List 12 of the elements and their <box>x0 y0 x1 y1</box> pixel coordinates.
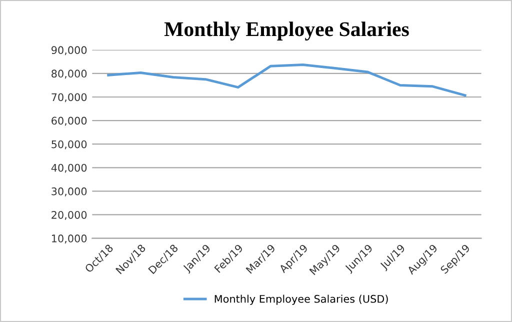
y-tick-label: 80,000 <box>52 70 87 79</box>
y-tick-label: 60,000 <box>52 116 87 126</box>
legend-label: Monthly Employee Salaries (USD) <box>214 294 388 305</box>
y-tick-label: 40,000 <box>51 164 87 173</box>
y-tick-label: 50,000 <box>52 140 87 150</box>
y-tick-label: 90,000 <box>52 46 87 56</box>
line-series <box>107 63 466 97</box>
y-tick-label: 70,000 <box>52 93 87 102</box>
y-tick-label: 20,000 <box>52 210 87 220</box>
y-tick-label: 30,000 <box>52 187 87 196</box>
chart-title: Monthly Employee Salaries <box>164 22 409 41</box>
y-tick-label: 10,000 <box>52 234 87 244</box>
